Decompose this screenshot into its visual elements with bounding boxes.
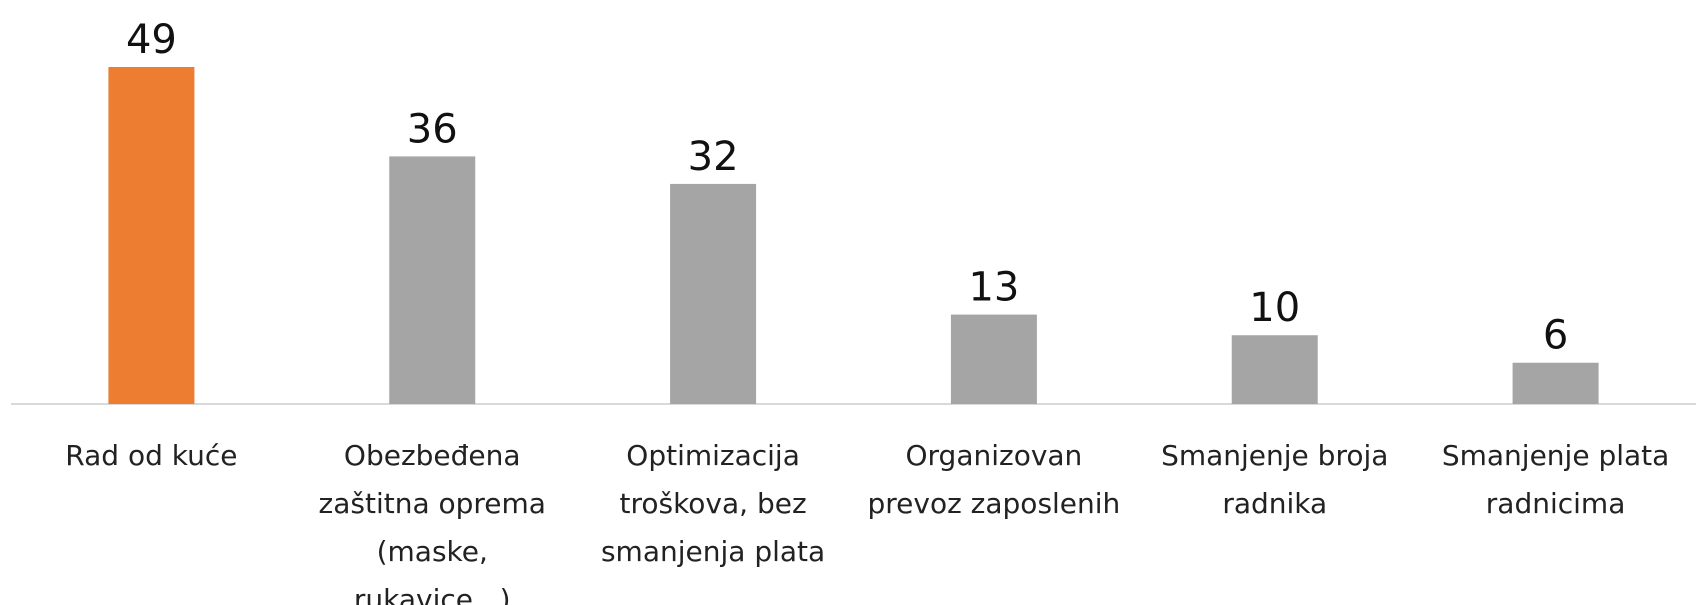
- x-tick-label: Obezbeđena zaštitna oprema (maske, rukav…: [318, 439, 546, 605]
- value-label: 10: [1249, 285, 1300, 331]
- bar: [389, 156, 476, 404]
- x-tick-label: Organizovan prevoz zaposlenih: [867, 439, 1121, 520]
- bar: [670, 183, 757, 404]
- bar: [108, 67, 195, 404]
- value-label: 6: [1543, 313, 1568, 359]
- value-label: 13: [968, 265, 1019, 311]
- value-label: 49: [126, 17, 177, 63]
- bar: [1231, 335, 1318, 404]
- x-tick-label: Rad od kuće: [65, 439, 238, 472]
- value-label: 36: [407, 106, 458, 152]
- value-label: 32: [688, 134, 739, 180]
- bar: [1512, 362, 1599, 404]
- x-tick-label: Smanjenje broja radnika: [1161, 439, 1389, 520]
- bar: [950, 314, 1037, 404]
- x-tick-label: Smanjenje plata radnicima: [1441, 439, 1670, 520]
- x-tick-label: Optimizacija troškova, bez smanjenja pla…: [600, 439, 826, 568]
